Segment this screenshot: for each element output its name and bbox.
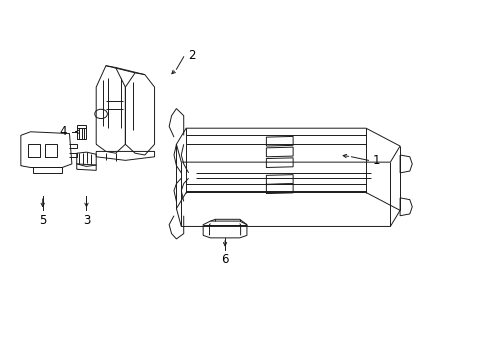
Text: 5: 5 [39,214,46,227]
Text: 3: 3 [82,214,90,227]
Text: 4: 4 [60,125,67,138]
Text: 6: 6 [221,253,228,266]
Text: 1: 1 [372,154,379,167]
Text: 2: 2 [188,49,195,62]
